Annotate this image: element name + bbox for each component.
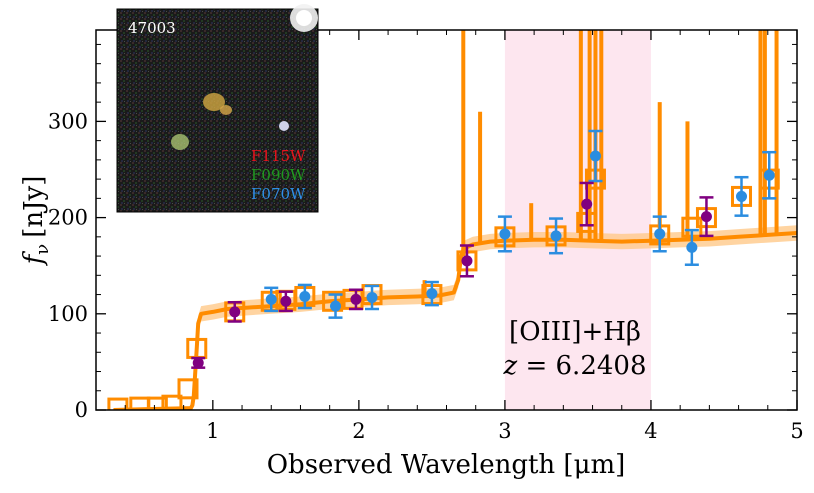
model-spectrum-line [113,231,797,410]
purple-photometry-point [461,255,473,267]
companion-source [171,134,189,150]
y-tick-label: 300 [48,109,88,133]
model-photometry-square [107,397,129,410]
x-tick-label: 4 [644,419,657,443]
blue-photometry-point [550,230,562,242]
purple-photometry-point [581,198,593,210]
x-axis-title: Observed Wavelength [μm] [267,450,626,480]
model-photometry-square [161,394,183,410]
blue-photometry-point [499,228,511,240]
blue-photometry-point [426,288,438,300]
y-axis-subscript: ν [32,244,53,255]
purple-photometry-point [280,295,292,307]
model-photometry-square [129,396,151,410]
y-tick-label: 200 [48,206,88,230]
inset-image: 47003 F115W F090W F070W [116,4,319,213]
point-source [279,121,289,131]
purple-photometry-point [229,306,241,318]
annotation-line-2: z = 6.2408 [503,351,647,381]
filter-label-f090w: F090W [251,166,306,184]
model-uncertainty-band [113,225,797,410]
filter-label-f115w: F115W [251,147,306,165]
annotation-variable: z [503,351,518,381]
annotation-value: = 6.2408 [517,351,646,381]
y-axis-unit: [nJy] [19,176,49,238]
x-tick-label: 1 [206,419,219,443]
y-tick-label: 0 [75,398,88,422]
blue-photometry-point [736,190,748,202]
blue-photometry-point [299,290,311,302]
blue-photometry-point [330,300,342,312]
x-tick-label: 3 [498,419,511,443]
blue-photometry-point [686,241,698,253]
y-tick-label: 100 [48,302,88,326]
blue-photometry-point [763,169,775,181]
x-tick-label: 2 [352,419,365,443]
x-tick-label: 5 [790,419,803,443]
inset-id-label: 47003 [128,19,176,37]
purple-photometry-point [350,293,362,305]
blue-photometry-point [654,228,666,240]
filter-label-f070w: F070W [251,185,306,203]
target-galaxy [203,93,225,111]
model-photometry-square [146,396,168,410]
annotation-line-1: [OIII]+Hβ [509,317,641,347]
blue-photometry-point [265,293,277,305]
purple-photometry-point [700,211,712,223]
y-axis-title: fν[nJy] [19,176,53,267]
blue-photometry-point [589,150,601,162]
model-photometry-square [177,378,199,400]
blue-photometry-point [366,291,378,303]
purple-photometry-point [192,357,204,369]
